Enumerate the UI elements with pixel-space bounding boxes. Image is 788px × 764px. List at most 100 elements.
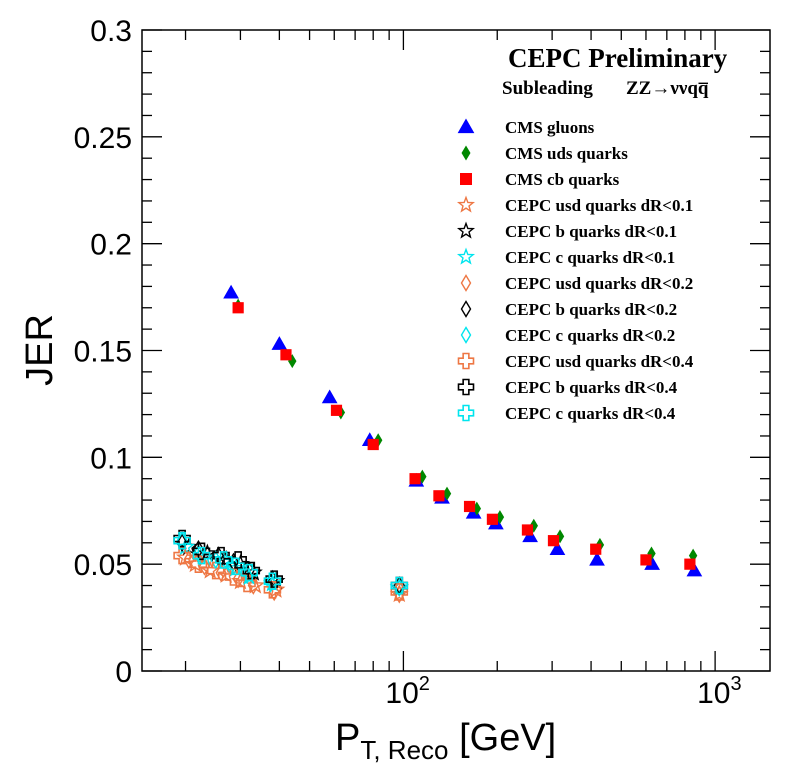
data-point	[647, 546, 656, 561]
y-tick-label: 0.3	[90, 15, 132, 48]
legend-label: CMS gluons	[505, 118, 595, 137]
data-point	[265, 574, 277, 593]
data-point	[232, 302, 244, 314]
data-point	[640, 554, 652, 566]
y-tick-label: 0.05	[74, 549, 132, 582]
legend-marker	[457, 118, 475, 134]
legend-entry: CEPC b quarks dR<0.2	[460, 300, 677, 319]
legend-marker	[456, 221, 476, 239]
legend-label: CMS cb quarks	[505, 170, 620, 189]
data-point	[176, 533, 188, 553]
legend-entry: CEPC usd quarks dR<0.2	[460, 274, 693, 293]
legend-label: CEPC c quarks dR<0.4	[505, 404, 676, 423]
data-point	[521, 524, 534, 536]
data-point	[183, 550, 195, 570]
x-tick-labels: 102 103	[385, 673, 741, 710]
chart-title: CEPC Preliminary	[508, 43, 728, 73]
data-point	[206, 561, 225, 580]
x-tick-base: 10	[697, 677, 730, 710]
legend-label: CEPC usd quarks dR<0.4	[505, 352, 694, 371]
data-point	[227, 557, 245, 576]
x-axis-title: PT, Reco [GeV]	[335, 717, 556, 764]
legend-marker	[457, 404, 475, 422]
series-cms-cb-quarks	[232, 302, 696, 570]
legend-marker	[457, 352, 475, 370]
data-point	[549, 541, 566, 555]
legend-marker	[456, 247, 476, 265]
y-tick-label: 0.2	[90, 229, 132, 262]
data-point	[463, 500, 476, 513]
legend-label: CEPC c quarks dR<0.1	[505, 248, 675, 267]
legend-entry: CMS cb quarks	[460, 170, 620, 189]
data-point	[589, 551, 605, 566]
data-point	[263, 572, 282, 591]
legend-entry: CEPC b quarks dR<0.1	[456, 221, 677, 241]
data-point	[486, 513, 499, 525]
data-point	[223, 284, 239, 299]
data-point	[684, 558, 696, 570]
y-tick-labels: 0 0.05 0.1 0.15 0.2 0.25 0.3	[74, 15, 132, 689]
data-point	[173, 546, 191, 565]
data-point	[280, 349, 292, 361]
x-tick-base: 10	[385, 677, 418, 710]
data-point	[409, 473, 421, 485]
legend-entry: CEPC b quarks dR<0.4	[457, 378, 678, 397]
chart-subtitle-left: Subleading	[502, 78, 593, 99]
x-axis-title-main: P	[335, 717, 360, 759]
data-point	[389, 577, 409, 596]
legend-marker	[460, 300, 472, 318]
x-tick-exponent: 2	[419, 673, 430, 695]
axis-ticks	[142, 29, 770, 672]
data-point	[442, 486, 452, 501]
legend-entry: CEPC usd quarks dR<0.1	[456, 195, 693, 215]
data-point	[330, 404, 343, 416]
x-tick-label: 102	[385, 673, 430, 710]
data-point	[529, 518, 538, 533]
y-axis-title: JER	[19, 314, 61, 386]
legend-label: CMS uds quarks	[505, 144, 628, 163]
data-point	[189, 555, 208, 573]
y-tick-label: 0	[115, 656, 132, 689]
legend-label: CEPC usd quarks dR<0.2	[505, 274, 693, 293]
x-tick-label: 103	[697, 673, 742, 710]
legend-label: CEPC b quarks dR<0.1	[505, 222, 677, 241]
series-cepc-c-quarks-dr-0-4	[173, 531, 409, 595]
data-point	[389, 584, 409, 603]
chart-subtitle-right: ZZ→ννqq̅	[626, 78, 709, 99]
legend-label: CEPC usd quarks dR<0.1	[505, 196, 693, 215]
legend-entry: CEPC c quarks dR<0.2	[460, 326, 675, 345]
legend-marker	[456, 195, 476, 213]
data-point	[367, 438, 379, 451]
legend-entry: CEPC c quarks dR<0.4	[457, 404, 676, 423]
data-point	[590, 543, 602, 555]
y-tick-label: 0.1	[90, 442, 132, 475]
legend-marker	[460, 326, 472, 344]
legend-label: CEPC b quarks dR<0.4	[505, 378, 678, 397]
legend-entry: CMS gluons	[457, 118, 595, 137]
data-point	[214, 551, 233, 569]
data-point	[688, 548, 698, 563]
data-point	[192, 546, 211, 565]
legend-marker	[461, 145, 471, 161]
data-markers	[173, 284, 703, 604]
data-point	[265, 570, 283, 588]
x-axis-title-unit: [GeV]	[449, 717, 557, 759]
data-point	[271, 336, 288, 350]
x-axis-title-sub: T, Reco	[360, 735, 448, 764]
legend-marker	[460, 173, 472, 185]
y-tick-label: 0.25	[74, 122, 132, 155]
data-point	[433, 490, 445, 502]
data-point	[247, 576, 259, 595]
legend-label: CEPC b quarks dR<0.2	[505, 300, 677, 319]
legend-entry: CEPC usd quarks dR<0.4	[457, 352, 694, 371]
data-point	[240, 563, 258, 582]
legend: CMS gluons CMS uds quarks CMS cb quarks CEP…	[456, 118, 694, 423]
data-point	[173, 531, 191, 550]
legend-marker	[460, 274, 472, 292]
y-tick-label: 0.15	[74, 336, 132, 369]
legend-label: CEPC c quarks dR<0.2	[505, 326, 675, 345]
data-point	[390, 576, 409, 595]
data-point	[555, 529, 565, 544]
legend-entry: CEPC c quarks dR<0.1	[456, 247, 675, 267]
